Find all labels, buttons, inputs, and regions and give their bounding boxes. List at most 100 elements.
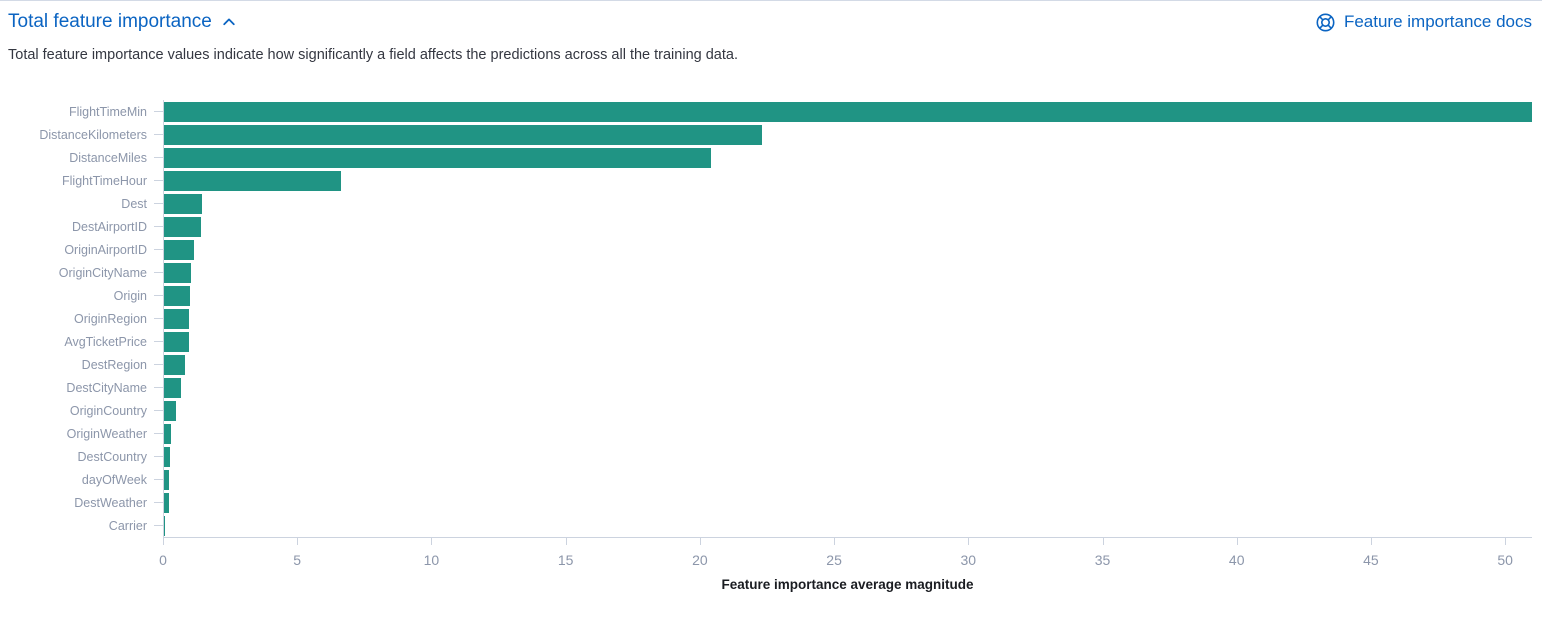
plot-cell — [163, 215, 1532, 238]
plot-cell — [163, 491, 1532, 514]
bar-row: dayOfWeek — [8, 468, 1532, 491]
plot-cell — [163, 100, 1532, 123]
y-axis-tick — [154, 433, 163, 434]
y-axis-label: dayOfWeek — [81, 472, 147, 487]
plot-cell — [163, 468, 1532, 491]
y-axis-tick — [154, 111, 163, 112]
importance-bar[interactable] — [164, 354, 185, 375]
plot-cell — [163, 422, 1532, 445]
importance-bar[interactable] — [164, 308, 190, 329]
y-axis-label: DestCityName — [66, 380, 147, 395]
y-axis-label: OriginCountry — [69, 403, 147, 418]
x-axis-title: Feature importance average magnitude — [721, 577, 974, 592]
y-axis-label: FlightTimeMin — [68, 104, 147, 119]
x-axis-tick — [968, 538, 970, 545]
y-axis-label: FlightTimeHour — [62, 173, 147, 188]
x-axis-tick — [1102, 538, 1104, 545]
y-axis-label: DistanceKilometers — [39, 127, 147, 142]
bar-row: Dest — [8, 192, 1532, 215]
y-axis-tick — [154, 502, 163, 503]
bar-row: DistanceMiles — [8, 146, 1532, 169]
y-axis-label: OriginCityName — [58, 265, 147, 280]
bar-row: FlightTimeMin — [8, 100, 1532, 123]
plot-cell — [163, 192, 1532, 215]
plot-cell — [163, 514, 1532, 537]
bar-row: Carrier — [8, 514, 1532, 537]
importance-bar[interactable] — [164, 423, 171, 444]
importance-bar[interactable] — [164, 469, 170, 490]
bar-row: DestCityName — [8, 376, 1532, 399]
plot-cell — [163, 146, 1532, 169]
importance-bar[interactable] — [164, 170, 342, 191]
x-axis-tick — [1370, 538, 1372, 545]
importance-bar[interactable] — [164, 400, 177, 421]
y-axis-tick — [154, 525, 163, 526]
y-axis-label: Dest — [121, 196, 147, 211]
importance-bar[interactable] — [164, 124, 763, 145]
y-axis-tick — [154, 157, 163, 158]
importance-bar[interactable] — [164, 285, 191, 306]
bar-row: AvgTicketPrice — [8, 330, 1532, 353]
bar-row: DestWeather — [8, 491, 1532, 514]
x-axis-tick-label: 20 — [692, 552, 708, 568]
y-axis-tick — [154, 272, 163, 273]
importance-bar[interactable] — [164, 239, 194, 260]
plot-cell — [163, 445, 1532, 468]
bar-row: OriginRegion — [8, 307, 1532, 330]
x-axis-tick-label: 15 — [557, 552, 574, 568]
feature-importance-chart: FlightTimeMin DistanceKilometers DistanceM… — [8, 100, 1532, 592]
plot-cell — [163, 261, 1532, 284]
importance-bar[interactable] — [164, 331, 189, 352]
plot-cell — [163, 284, 1532, 307]
panel-header: Total feature importance Feature importa… — [8, 11, 1532, 33]
bar-row: Origin — [8, 284, 1532, 307]
y-axis-label: Carrier — [108, 518, 147, 533]
x-axis-tick — [834, 538, 836, 545]
x-axis-tick-label: 5 — [293, 552, 302, 568]
y-axis-tick — [154, 410, 163, 411]
plot-cell — [163, 238, 1532, 261]
plot-cell — [163, 169, 1532, 192]
importance-bar[interactable] — [164, 262, 192, 283]
importance-bar[interactable] — [164, 446, 170, 467]
plot-cell — [163, 307, 1532, 330]
plot-cell — [163, 399, 1532, 422]
y-axis-label: OriginRegion — [74, 311, 147, 326]
feature-importance-docs-link[interactable]: Feature importance docs — [1315, 12, 1532, 33]
importance-bar[interactable] — [164, 492, 169, 513]
x-axis-tick-label: 40 — [1228, 552, 1245, 568]
feature-importance-panel: Total feature importance Feature importa… — [0, 1, 1542, 592]
x-axis-tick-label: 50 — [1497, 552, 1513, 568]
bar-row: DestAirportID — [8, 215, 1532, 238]
y-axis-label: OriginWeather — [66, 426, 147, 441]
x-axis-tick — [699, 538, 701, 545]
bar-row: OriginWeather — [8, 422, 1532, 445]
y-axis-tick — [154, 249, 163, 250]
importance-bar[interactable] — [164, 193, 202, 214]
plot-cell — [163, 376, 1532, 399]
y-axis-label: DestWeather — [74, 495, 147, 510]
importance-bar[interactable] — [164, 515, 166, 536]
bar-row: OriginAirportID — [8, 238, 1532, 261]
plot-cell — [163, 330, 1532, 353]
importance-bar[interactable] — [164, 101, 1532, 122]
bar-row: FlightTimeHour — [8, 169, 1532, 192]
y-axis-tick — [154, 295, 163, 296]
x-axis-tick — [297, 538, 299, 545]
y-axis-tick — [154, 318, 163, 319]
x-axis-tick-label: 25 — [826, 552, 842, 568]
bar-row: DistanceKilometers — [8, 123, 1532, 146]
importance-bar[interactable] — [164, 377, 182, 398]
y-axis-label: DistanceMiles — [69, 150, 147, 165]
bar-row: DestRegion — [8, 353, 1532, 376]
total-feature-importance-toggle[interactable]: Total feature importance — [8, 11, 237, 33]
y-axis-label: DestCountry — [77, 449, 147, 464]
importance-bar[interactable] — [164, 147, 712, 168]
docs-link-label: Feature importance docs — [1343, 12, 1532, 31]
importance-bar[interactable] — [164, 216, 202, 237]
x-axis-tick-label: 45 — [1363, 552, 1379, 568]
x-axis-tick-label: 10 — [423, 552, 440, 568]
y-axis-tick — [154, 341, 163, 342]
bar-row: OriginCityName — [8, 261, 1532, 284]
x-axis: 0 5 10 15 20 25 30 35 40 45 50 — [159, 537, 1532, 574]
